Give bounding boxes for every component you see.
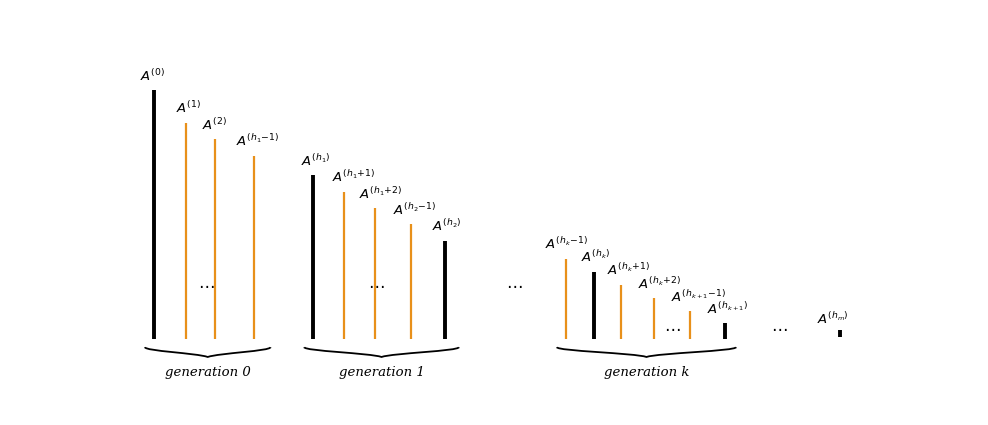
Text: $A^{(h_2)}$: $A^{(h_2)}$: [432, 218, 461, 234]
Text: $A^{(h_k\!-\!1)}$: $A^{(h_k\!-\!1)}$: [544, 236, 588, 252]
Text: generation k: generation k: [604, 366, 690, 379]
Text: $A^{(h_m)}$: $A^{(h_m)}$: [817, 311, 849, 326]
Text: $A^{(0)}$: $A^{(0)}$: [140, 68, 165, 84]
Text: generation 0: generation 0: [165, 366, 251, 379]
Text: $A^{(h_{k+1}\!-\!1)}$: $A^{(h_{k+1}\!-\!1)}$: [671, 289, 726, 305]
Text: $\cdots$: $\cdots$: [198, 276, 214, 294]
Text: $A^{(1)}$: $A^{(1)}$: [176, 101, 201, 116]
Text: $A^{(h_{k+1})}$: $A^{(h_{k+1})}$: [707, 301, 748, 317]
Text: $A^{(h_k\!+\!2)}$: $A^{(h_k\!+\!2)}$: [638, 276, 681, 292]
Text: $\cdots$: $\cdots$: [771, 318, 787, 337]
Text: $A^{(h_1\!+\!2)}$: $A^{(h_1\!+\!2)}$: [360, 186, 403, 201]
Text: $A^{(h_1\!+\!1)}$: $A^{(h_1\!+\!1)}$: [332, 169, 375, 185]
Text: $A^{(2)}$: $A^{(2)}$: [203, 117, 227, 133]
Text: $A^{(h_1\!-\!1)}$: $A^{(h_1\!-\!1)}$: [236, 133, 280, 149]
Text: $\cdots$: $\cdots$: [506, 276, 523, 294]
Text: $\cdots$: $\cdots$: [664, 318, 681, 337]
Text: $A^{(h_k)}$: $A^{(h_k)}$: [581, 249, 611, 265]
Text: generation 1: generation 1: [339, 366, 425, 379]
Text: $A^{(h_k\!+\!1)}$: $A^{(h_k\!+\!1)}$: [608, 263, 650, 278]
Text: $A^{(h_2\!-\!1)}$: $A^{(h_2\!-\!1)}$: [393, 202, 437, 218]
Text: $A^{(h_1)}$: $A^{(h_1)}$: [301, 153, 330, 169]
Text: $\cdots$: $\cdots$: [368, 276, 384, 294]
